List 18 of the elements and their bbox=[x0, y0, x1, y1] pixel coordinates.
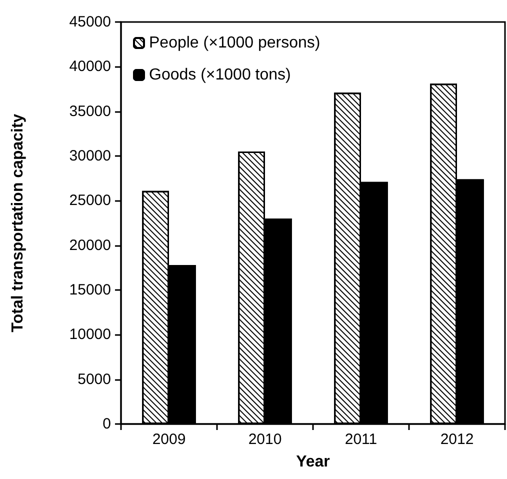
y-tick-label: 45000 bbox=[69, 14, 111, 30]
y-tick-label: 15000 bbox=[69, 282, 111, 298]
y-tick-label: 20000 bbox=[69, 236, 111, 254]
legend-label: People (×1000 persons) bbox=[149, 34, 320, 52]
y-tick-label: 40000 bbox=[69, 58, 111, 76]
y-tick-label: 10000 bbox=[69, 326, 111, 344]
x-tick-label: 2012 bbox=[440, 431, 474, 448]
x-tick-label: 2009 bbox=[152, 431, 186, 448]
y-tick-label: 25000 bbox=[69, 192, 111, 210]
x-axis-title: Year bbox=[296, 454, 330, 470]
y-tick-label: 35000 bbox=[69, 102, 111, 120]
y-tick-label: 30000 bbox=[69, 148, 111, 164]
legend-label: Goods (×1000 tons) bbox=[149, 66, 291, 84]
y-axis-title: Total transportation capacity bbox=[10, 114, 26, 332]
x-tick-label: 2011 bbox=[344, 431, 378, 448]
y-tick-label: 5000 bbox=[78, 370, 111, 388]
x-tick-label: 2010 bbox=[248, 431, 282, 448]
y-tick-label: 0 bbox=[102, 416, 111, 432]
